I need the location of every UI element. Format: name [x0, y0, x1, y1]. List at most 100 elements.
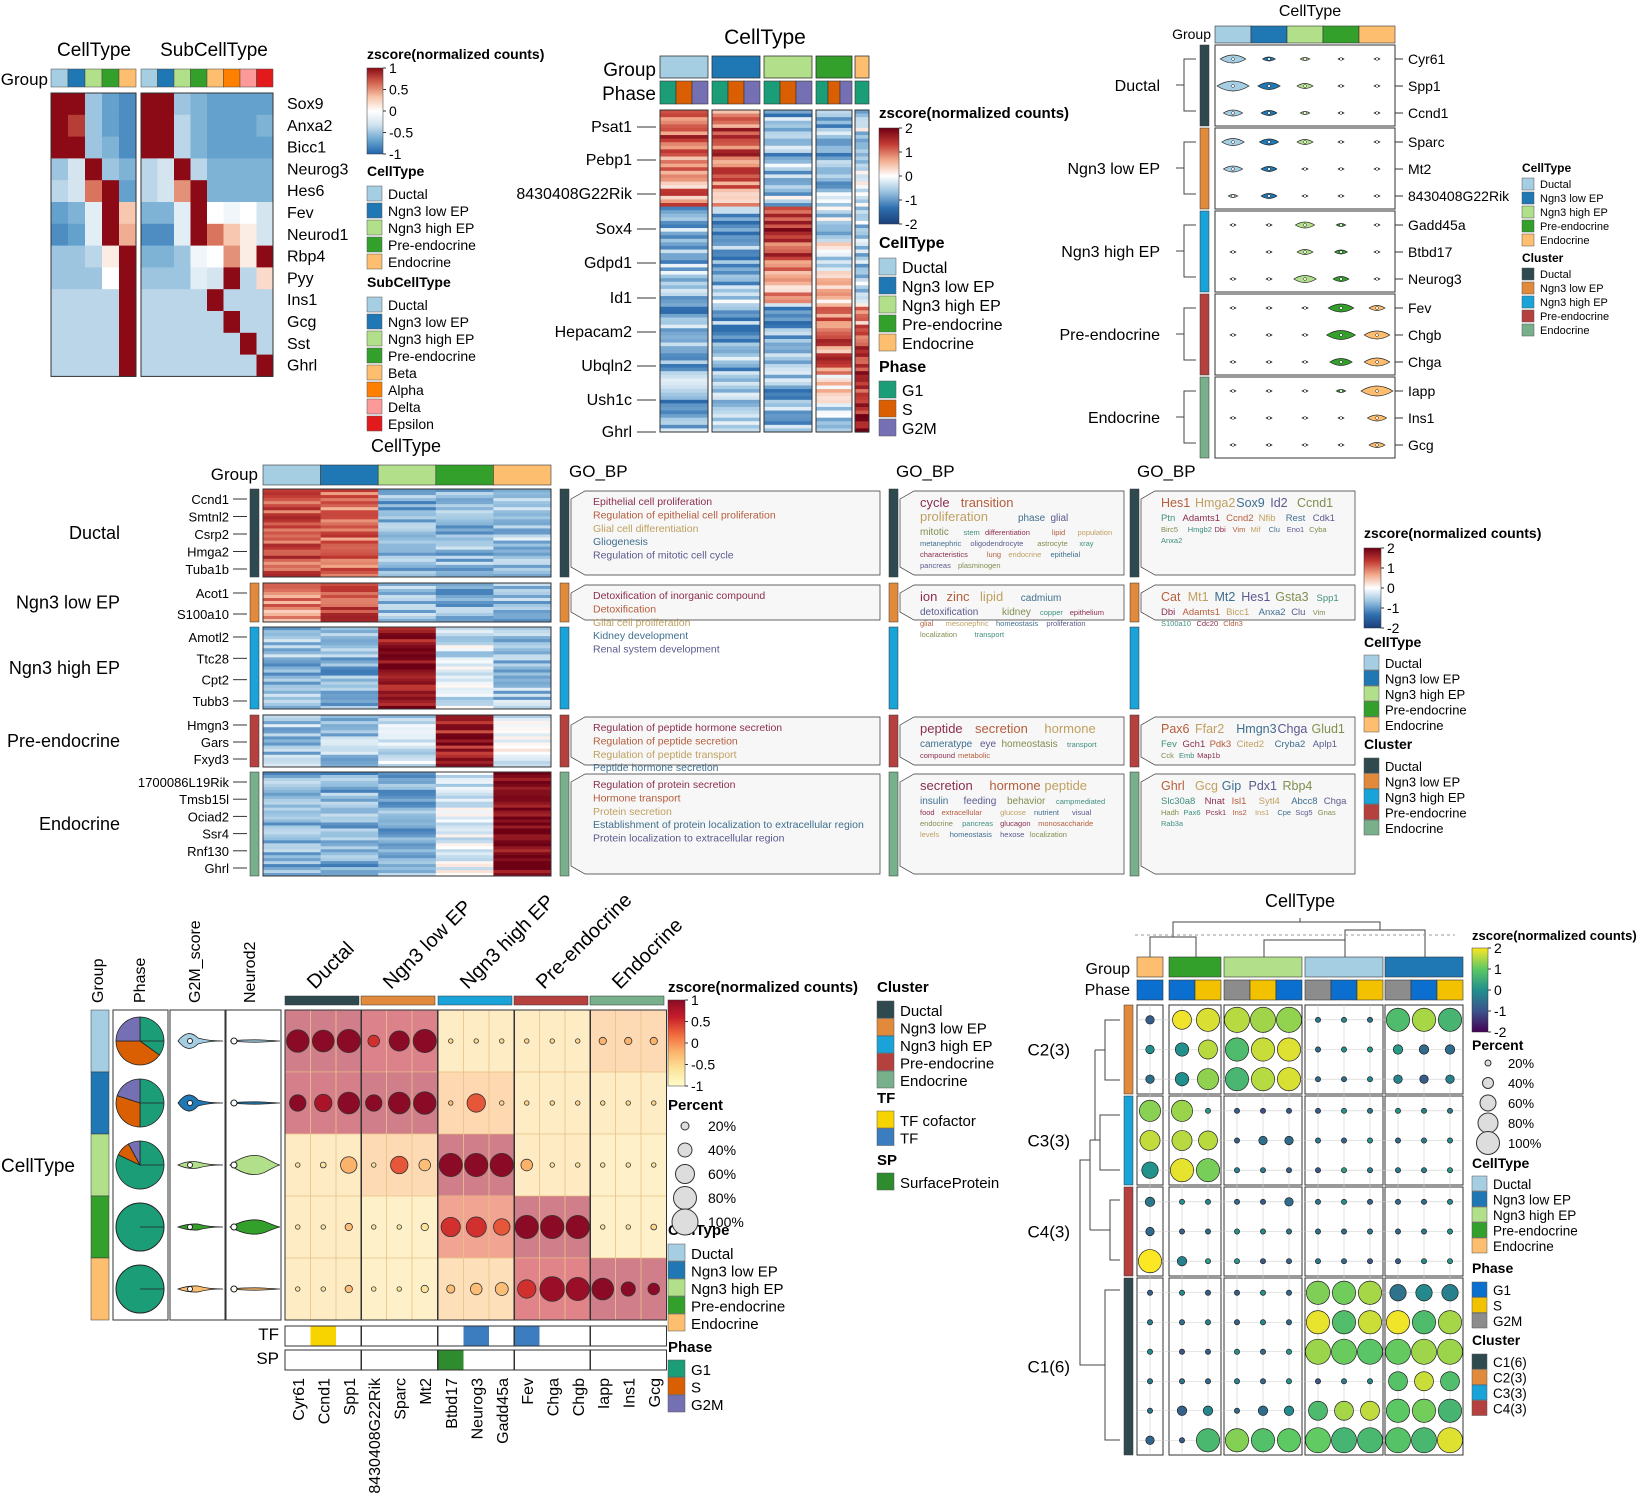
p4-cell	[493, 687, 552, 692]
p2-cell	[660, 181, 708, 186]
p5-gene-label: Iapp	[596, 1378, 613, 1409]
p4-cell	[320, 507, 379, 511]
p4-cell	[435, 816, 494, 821]
p5-legend-percent-dot	[671, 1208, 699, 1236]
p1-cell	[240, 114, 257, 138]
p4-cell	[263, 681, 322, 686]
p6-dot	[1144, 1196, 1156, 1207]
p4-wordcloud-word: compound	[920, 751, 955, 760]
p4-go-sidebar	[559, 714, 570, 768]
p2-cell	[660, 271, 708, 276]
p1-cell	[223, 245, 240, 268]
p5-gene-label: Spp1	[342, 1378, 359, 1415]
p4-cell	[378, 498, 437, 502]
p2-cell	[660, 213, 708, 218]
p6-dot	[1341, 1198, 1347, 1205]
p5-dot	[314, 1093, 333, 1113]
p2-cell	[816, 231, 852, 236]
p4-genecloud-word: Pdx1	[1249, 779, 1278, 793]
p4-cell	[378, 804, 437, 809]
p1-cell	[68, 289, 85, 312]
panel-1-heatmap: CellType SubCellType Group zscore(normal…	[1, 40, 545, 432]
p2-cell	[660, 378, 708, 383]
p4-cell	[493, 504, 552, 508]
p4-legend-celltype-swatch	[1363, 716, 1380, 733]
p1-cell	[256, 289, 273, 312]
p4-cell	[378, 639, 437, 643]
p1-cell	[68, 223, 85, 247]
p2-cell	[855, 256, 869, 261]
p1-cell	[223, 180, 240, 203]
p4-cell	[320, 657, 379, 661]
p1-legend-subcelltype-title: SubCellType	[367, 274, 451, 290]
p6-dot	[1334, 1400, 1354, 1421]
p4-cell	[263, 721, 322, 725]
p4-cell	[435, 861, 494, 865]
p1-cell	[102, 311, 119, 334]
p1-cell	[157, 267, 174, 290]
p6-dot	[1234, 1407, 1240, 1414]
p5-g2m-median	[187, 1224, 193, 1230]
p4-go-term: Gliogenesis	[593, 536, 648, 548]
p4-genecloud-word: Cryba2	[1275, 739, 1306, 750]
p4-cell	[378, 666, 437, 671]
p2-cell	[816, 421, 852, 426]
p6-cluster-label: C3(3)	[1027, 1132, 1070, 1151]
p6-dot	[1147, 1348, 1153, 1355]
p2-cell	[855, 152, 869, 158]
p3-legend-celltype-label: Pre-endocrine	[1540, 221, 1609, 233]
p1-gene-label: Rbp4	[287, 249, 325, 266]
p6-dot	[1395, 1137, 1401, 1144]
p3-violin-median	[1267, 389, 1271, 393]
p3-violin-median	[1267, 167, 1271, 171]
p4-cell	[378, 774, 437, 779]
p6-dot	[1205, 1319, 1211, 1326]
p5-legend-celltype-swatch	[667, 1296, 686, 1314]
p4-go-box	[570, 584, 881, 621]
p2-cell	[712, 188, 760, 193]
p4-go-term: Detoxification	[593, 603, 656, 615]
p2-cell	[855, 324, 869, 329]
p4-cell	[263, 742, 322, 747]
p6-dot	[1419, 1074, 1429, 1084]
p4-cell	[435, 525, 494, 529]
p4-cell	[493, 549, 552, 554]
p2-cell	[712, 346, 760, 351]
p4-cell	[263, 849, 322, 853]
p6-dot	[1445, 1074, 1455, 1084]
p4-cell	[320, 561, 379, 566]
p4-cell	[435, 660, 494, 664]
p5-dot	[311, 1029, 335, 1053]
p4-cell	[320, 663, 379, 667]
p1-cell	[207, 136, 224, 159]
p3-violin-median	[1339, 167, 1343, 171]
p4-genecloud-word: Isl1	[1232, 796, 1247, 807]
p5-dot	[320, 1224, 326, 1230]
p4-cell	[435, 501, 494, 505]
p4-cell	[263, 495, 322, 499]
p4-cell	[320, 795, 379, 800]
p2-cell	[660, 285, 708, 290]
p4-cell	[263, 736, 322, 740]
p4-cell	[320, 558, 379, 563]
p2-cell	[816, 396, 852, 401]
p2-cell	[660, 356, 708, 362]
p1-title-subcelltype: SubCellType	[160, 40, 268, 61]
p5-g2m-median	[187, 1038, 193, 1044]
p1-cell	[207, 158, 224, 181]
p5-col-annot-label: Group	[90, 958, 107, 1003]
p1-cell	[102, 267, 119, 290]
p6-cluster-bar	[1123, 1095, 1134, 1186]
p6-annot-phase	[1275, 979, 1303, 1001]
p4-cell	[263, 519, 322, 523]
p2-cell	[816, 285, 852, 290]
p2-cell	[816, 371, 852, 376]
p3-legend-celltype-label: Endocrine	[1540, 235, 1590, 247]
p1-legend-subcelltype-swatch	[366, 330, 383, 347]
p6-dot	[1234, 1258, 1240, 1265]
p5-dot	[565, 1214, 590, 1240]
p4-cell	[435, 831, 494, 835]
p2-cell	[660, 396, 708, 401]
p4-cell	[435, 546, 494, 551]
p4-gene-label: Hmga2	[187, 545, 229, 560]
